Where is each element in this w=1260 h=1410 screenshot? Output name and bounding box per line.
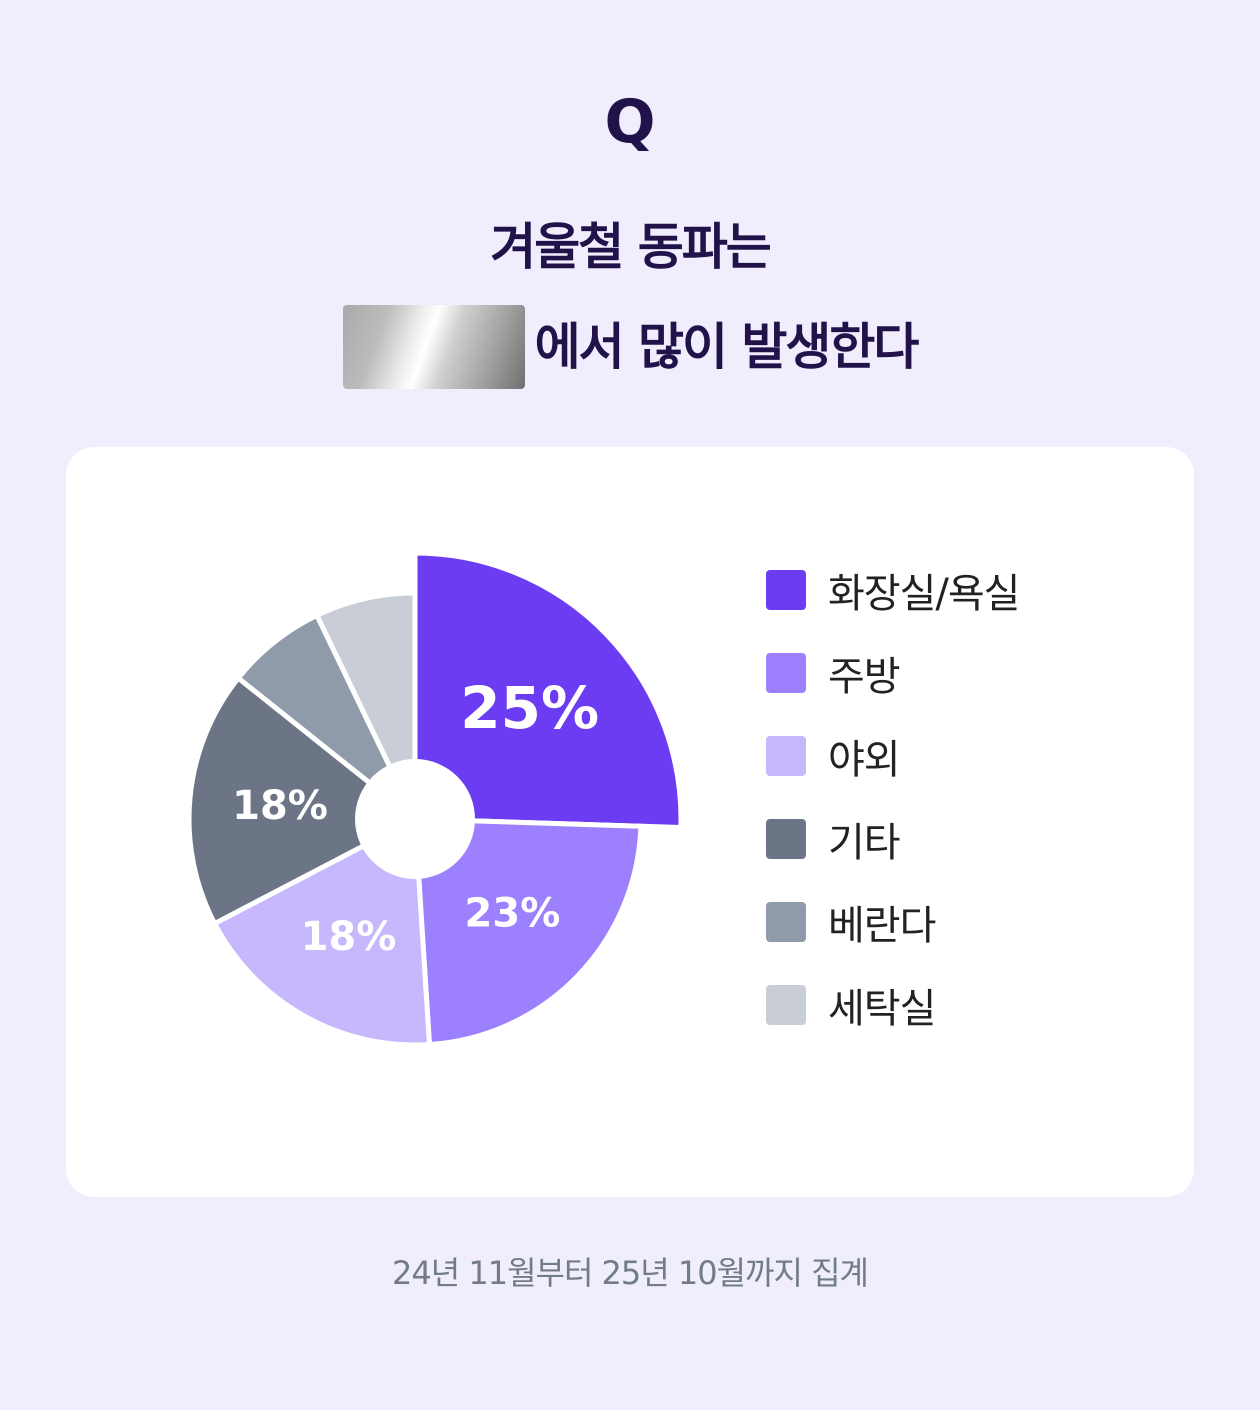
slice-value-label: 23% [465,890,561,936]
pie-slices [186,550,684,1048]
legend-swatch [766,736,806,776]
pie-slice [212,816,432,1048]
slice-value-label: 25% [460,674,599,742]
footnote: 24년 11월부터 25년 10월까지 집계 [392,1254,869,1292]
legend-swatch [766,570,806,610]
legend: 화장실/욕실 주방 야외 기타 베란다 세탁실 [766,569,1020,1067]
pie-center-hole [355,759,475,879]
answer-blank-box [342,305,525,389]
headline-line2-text: 에서 많이 발생한다 [534,318,920,376]
legend-label: 베란다 [828,903,936,949]
slice-value-label: 18% [301,914,397,960]
legend-swatch [766,653,806,693]
legend-item: 야외 [766,735,1019,783]
pie-slice [186,675,418,927]
pie-labels: 25% 23% 18% 18% [232,674,599,960]
legend-swatch [766,985,806,1025]
headline-line2: 에서 많이 발생한다 [0,305,1260,389]
chart-card: 25% 23% 18% 18% 화장실/욕실 주방 야외 기타 베란다 세탁실 [66,447,1194,1197]
legend-item: 화장실/욕실 [766,569,1020,617]
legend-label: 기타 [828,820,901,866]
legend-item: 기타 [766,818,1019,866]
legend-label: 화장실/욕실 [828,571,1020,617]
pie-slice [412,816,644,1048]
legend-swatch [766,902,806,942]
headline-line1: 겨울철 동파는 [490,218,771,276]
legend-label: 야외 [828,737,901,783]
slice-value-label: 18% [232,783,328,829]
legend-item: 세탁실 [766,984,1019,1032]
legend-swatch [766,819,806,859]
pie-slice [412,550,684,831]
pie-slice [314,590,418,822]
legend-label: 주방 [828,654,901,700]
legend-item: 주방 [766,652,1019,700]
legend-label: 세탁실 [828,986,936,1032]
pie-chart: 25% 23% 18% 18% [186,550,684,1048]
legend-item: 베란다 [766,901,1019,949]
q-mark: Q [604,87,656,157]
